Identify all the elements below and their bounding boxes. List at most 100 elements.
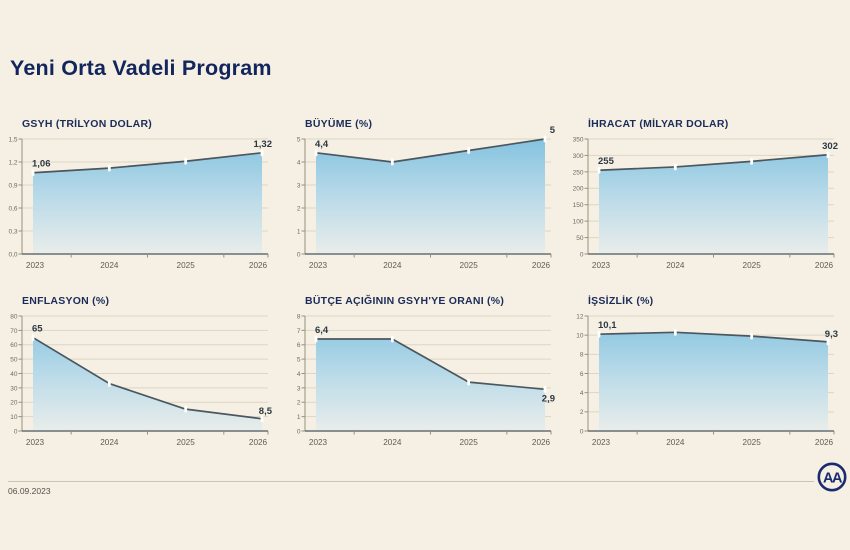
svg-text:8: 8 [580,352,584,359]
svg-text:2023: 2023 [592,438,611,447]
chart-plot-issizlik: 0 2 4 6 8 10 12 2023 2024 2025 2026 10,1 9,3 [576,313,838,447]
svg-text:2025: 2025 [177,438,196,447]
page-title: Yeni Orta Vadeli Program [10,56,272,80]
svg-text:20: 20 [10,400,18,407]
svg-text:2026: 2026 [532,261,551,270]
svg-text:5: 5 [297,136,301,143]
svg-text:2,9: 2,9 [542,393,555,404]
svg-text:250: 250 [573,169,584,176]
svg-text:5: 5 [297,357,301,364]
chart-title-enflasyon: ENFLASYON (%) [22,295,110,307]
svg-text:2025: 2025 [743,261,762,270]
chart-card-gsyh: GSYH (TRİLYON DOLAR) 0,0 0,3 0,6 0,9 1,2 1,5 2… [8,118,273,286]
svg-text:8,5: 8,5 [259,406,273,417]
chart-card-butce: BÜTÇE AÇIĞININ GSYH'YE ORANI (%) 0 1 2 3 4 5 6… [291,295,555,463]
svg-text:AA: AA [823,471,843,487]
svg-text:6: 6 [580,371,584,378]
svg-text:0: 0 [297,251,301,258]
footer-divider [8,481,814,482]
svg-text:8: 8 [297,313,301,320]
svg-text:255: 255 [598,156,615,167]
chart-plot-enflasyon: 0 10 20 30 40 50 60 70 80 2023 2024 2025 2026 65 8,5 [10,313,273,447]
footer-date: 06.09.2023 [8,486,51,496]
svg-text:40: 40 [10,371,18,378]
svg-text:6: 6 [297,342,301,349]
chart-plot-butce: 0 1 2 3 4 5 6 7 8 2023 2024 2025 2026 6,4 2,9 [297,313,555,447]
svg-text:2025: 2025 [460,261,479,270]
svg-text:0: 0 [14,428,18,435]
svg-text:2023: 2023 [592,261,611,270]
svg-text:3: 3 [297,385,301,392]
svg-text:0: 0 [580,428,584,435]
svg-text:2026: 2026 [532,438,551,447]
svg-text:2024: 2024 [666,438,685,447]
svg-text:2023: 2023 [26,261,45,270]
svg-text:50: 50 [10,357,18,364]
svg-text:302: 302 [822,141,838,152]
svg-text:0,3: 0,3 [8,228,17,235]
svg-text:65: 65 [32,324,43,335]
svg-text:300: 300 [573,153,584,160]
svg-text:60: 60 [10,342,18,349]
svg-text:2026: 2026 [249,261,268,270]
chart-card-enflasyon: ENFLASYON (%) 0 10 20 30 40 50 60 70 80 2023 2024 2… [8,295,273,463]
svg-text:4,4: 4,4 [315,139,329,150]
chart-title-issizlik: İŞSİZLİK (%) [588,295,654,307]
chart-plot-ihracat: 0 50 100 150 200 250 300 350 2023 2024 2025 2026 255… [573,136,838,270]
svg-text:2: 2 [297,400,301,407]
svg-text:1,06: 1,06 [32,159,51,170]
svg-text:10: 10 [576,333,584,340]
svg-text:2025: 2025 [460,438,479,447]
svg-text:2023: 2023 [309,261,328,270]
svg-text:4: 4 [580,390,584,397]
chart-card-issizlik: İŞSİZLİK (%) 0 2 4 6 8 10 12 2023 2024 2025 2026 10… [574,295,838,463]
svg-text:2026: 2026 [815,438,834,447]
svg-text:100: 100 [573,219,584,226]
svg-text:2024: 2024 [100,438,119,447]
svg-text:5: 5 [550,125,556,136]
chart-card-buyume: BÜYÜME (%) 0 1 2 3 4 5 2023 2024 2025 2026 4,4 5 [291,118,556,286]
chart-title-buyume: BÜYÜME (%) [305,118,373,130]
svg-text:2026: 2026 [815,261,834,270]
svg-text:1: 1 [297,414,301,421]
svg-text:2025: 2025 [177,261,196,270]
svg-text:80: 80 [10,313,18,320]
svg-text:2: 2 [297,205,301,212]
svg-text:0,9: 0,9 [8,182,17,189]
svg-text:1,5: 1,5 [8,136,17,143]
svg-text:2024: 2024 [666,261,685,270]
chart-card-ihracat: İHRACAT (MİLYAR DOLAR) 0 50 100 150 200 250 30… [573,118,838,286]
svg-text:4: 4 [297,371,301,378]
svg-text:150: 150 [573,202,584,209]
chart-plot-buyume: 0 1 2 3 4 5 2023 2024 2025 2026 4,4 5 [297,125,556,270]
svg-text:6,4: 6,4 [315,325,329,336]
chart-plot-gsyh: 0,0 0,3 0,6 0,9 1,2 1,5 2023 2024 2025 2026 1,06 1,… [8,136,273,270]
svg-text:2023: 2023 [309,438,328,447]
svg-text:0: 0 [580,251,584,258]
svg-text:3: 3 [297,182,301,189]
svg-text:10: 10 [10,414,18,421]
chart-title-ihracat: İHRACAT (MİLYAR DOLAR) [588,118,729,130]
svg-text:2024: 2024 [100,261,119,270]
svg-text:2024: 2024 [383,261,402,270]
svg-text:12: 12 [576,313,584,320]
aa-agency-logo-icon: AA [817,462,847,492]
svg-text:350: 350 [573,136,584,143]
svg-text:70: 70 [10,328,18,335]
svg-text:1,2: 1,2 [8,159,17,166]
svg-text:2023: 2023 [26,438,45,447]
svg-text:0,6: 0,6 [8,205,17,212]
svg-text:10,1: 10,1 [598,320,617,331]
svg-text:2026: 2026 [249,438,268,447]
svg-text:2: 2 [580,409,584,416]
svg-text:1: 1 [297,228,301,235]
svg-text:2024: 2024 [383,438,402,447]
svg-text:1,32: 1,32 [254,139,273,150]
svg-text:200: 200 [573,186,584,193]
svg-text:4: 4 [297,159,301,166]
svg-text:50: 50 [576,235,584,242]
svg-text:2025: 2025 [743,438,762,447]
svg-text:0,0: 0,0 [8,251,17,258]
svg-text:30: 30 [10,385,18,392]
